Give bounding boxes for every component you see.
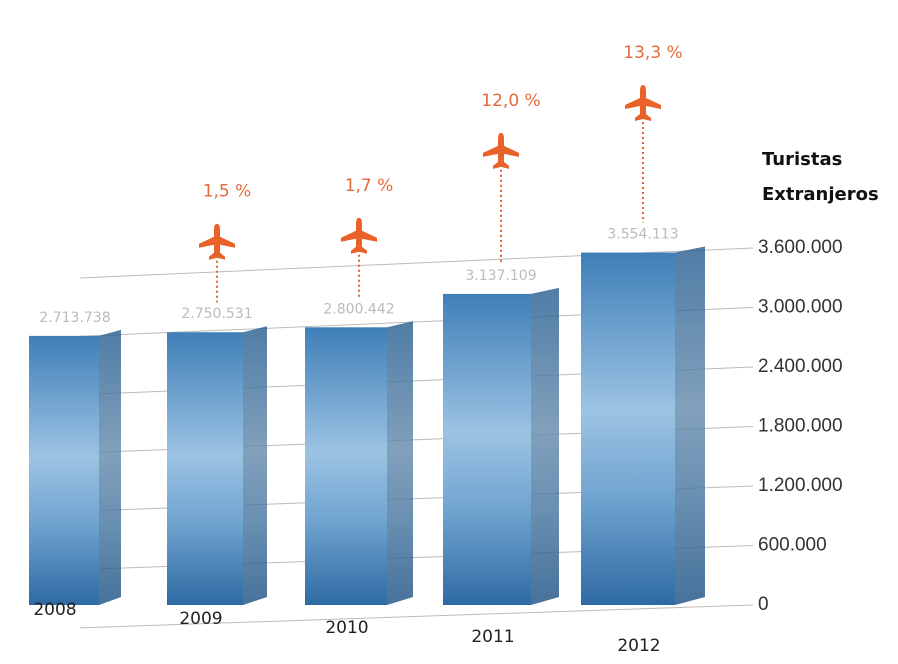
growth-label: 13,3 % [623,43,682,63]
value-label: 3.137.109 [465,268,536,284]
grid-line [79,604,754,629]
bar-side-shade [675,246,705,605]
plane-icon [199,223,235,260]
growth-label: 1,5 % [203,182,252,202]
bar [443,293,531,605]
bar-side [243,326,267,605]
y-axis-title: Turistas [762,149,842,170]
value-label: 3.554.113 [607,227,678,243]
value-label: 2.713.738 [39,310,110,326]
plane-icon [625,85,661,122]
bar-side-shade [99,329,121,605]
y-tick-label: 2.400.000 [758,356,843,377]
y-tick-label: 1.200.000 [758,475,843,496]
bars [29,246,705,605]
x-tick-label: 2011 [471,627,514,647]
y-tick-label: 1.800.000 [758,416,843,437]
bar [305,327,387,605]
y-tick-label: 0 [758,594,769,615]
x-tick-label: 2012 [617,636,660,656]
bar-side [387,321,413,605]
x-tick-label: 2009 [179,609,222,629]
bar [581,252,675,605]
plane-icon [483,132,519,169]
bar [167,332,243,605]
value-label: 2.800.442 [323,301,394,317]
y-tick-label: 3.600.000 [758,237,843,258]
y-tick-label: 3.000.000 [758,297,843,318]
bar [29,335,99,605]
plane-icon [341,217,377,254]
bar-side-shade [531,287,559,605]
bar-side [675,246,705,605]
bar-side [531,287,559,605]
growth-label: 1,7 % [345,176,394,196]
y-axis-title: Extranjeros [762,184,879,205]
bar-side [99,329,121,605]
y-tick-label: 600.000 [758,535,827,556]
x-tick-label: 2010 [325,618,368,638]
bar-side-shade [387,321,413,605]
bar-side-shade [243,326,267,605]
growth-label: 12,0 % [481,91,540,111]
x-tick-label: 2008 [33,600,76,620]
value-label: 2.750.531 [181,306,252,322]
